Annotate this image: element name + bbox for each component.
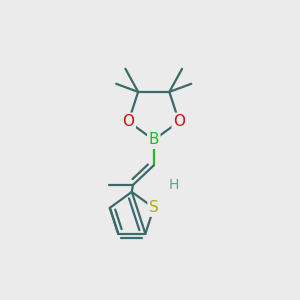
- Text: O: O: [122, 114, 134, 129]
- Text: H: H: [168, 178, 178, 192]
- Text: B: B: [148, 132, 159, 147]
- Text: O: O: [173, 114, 185, 129]
- Text: S: S: [149, 200, 159, 215]
